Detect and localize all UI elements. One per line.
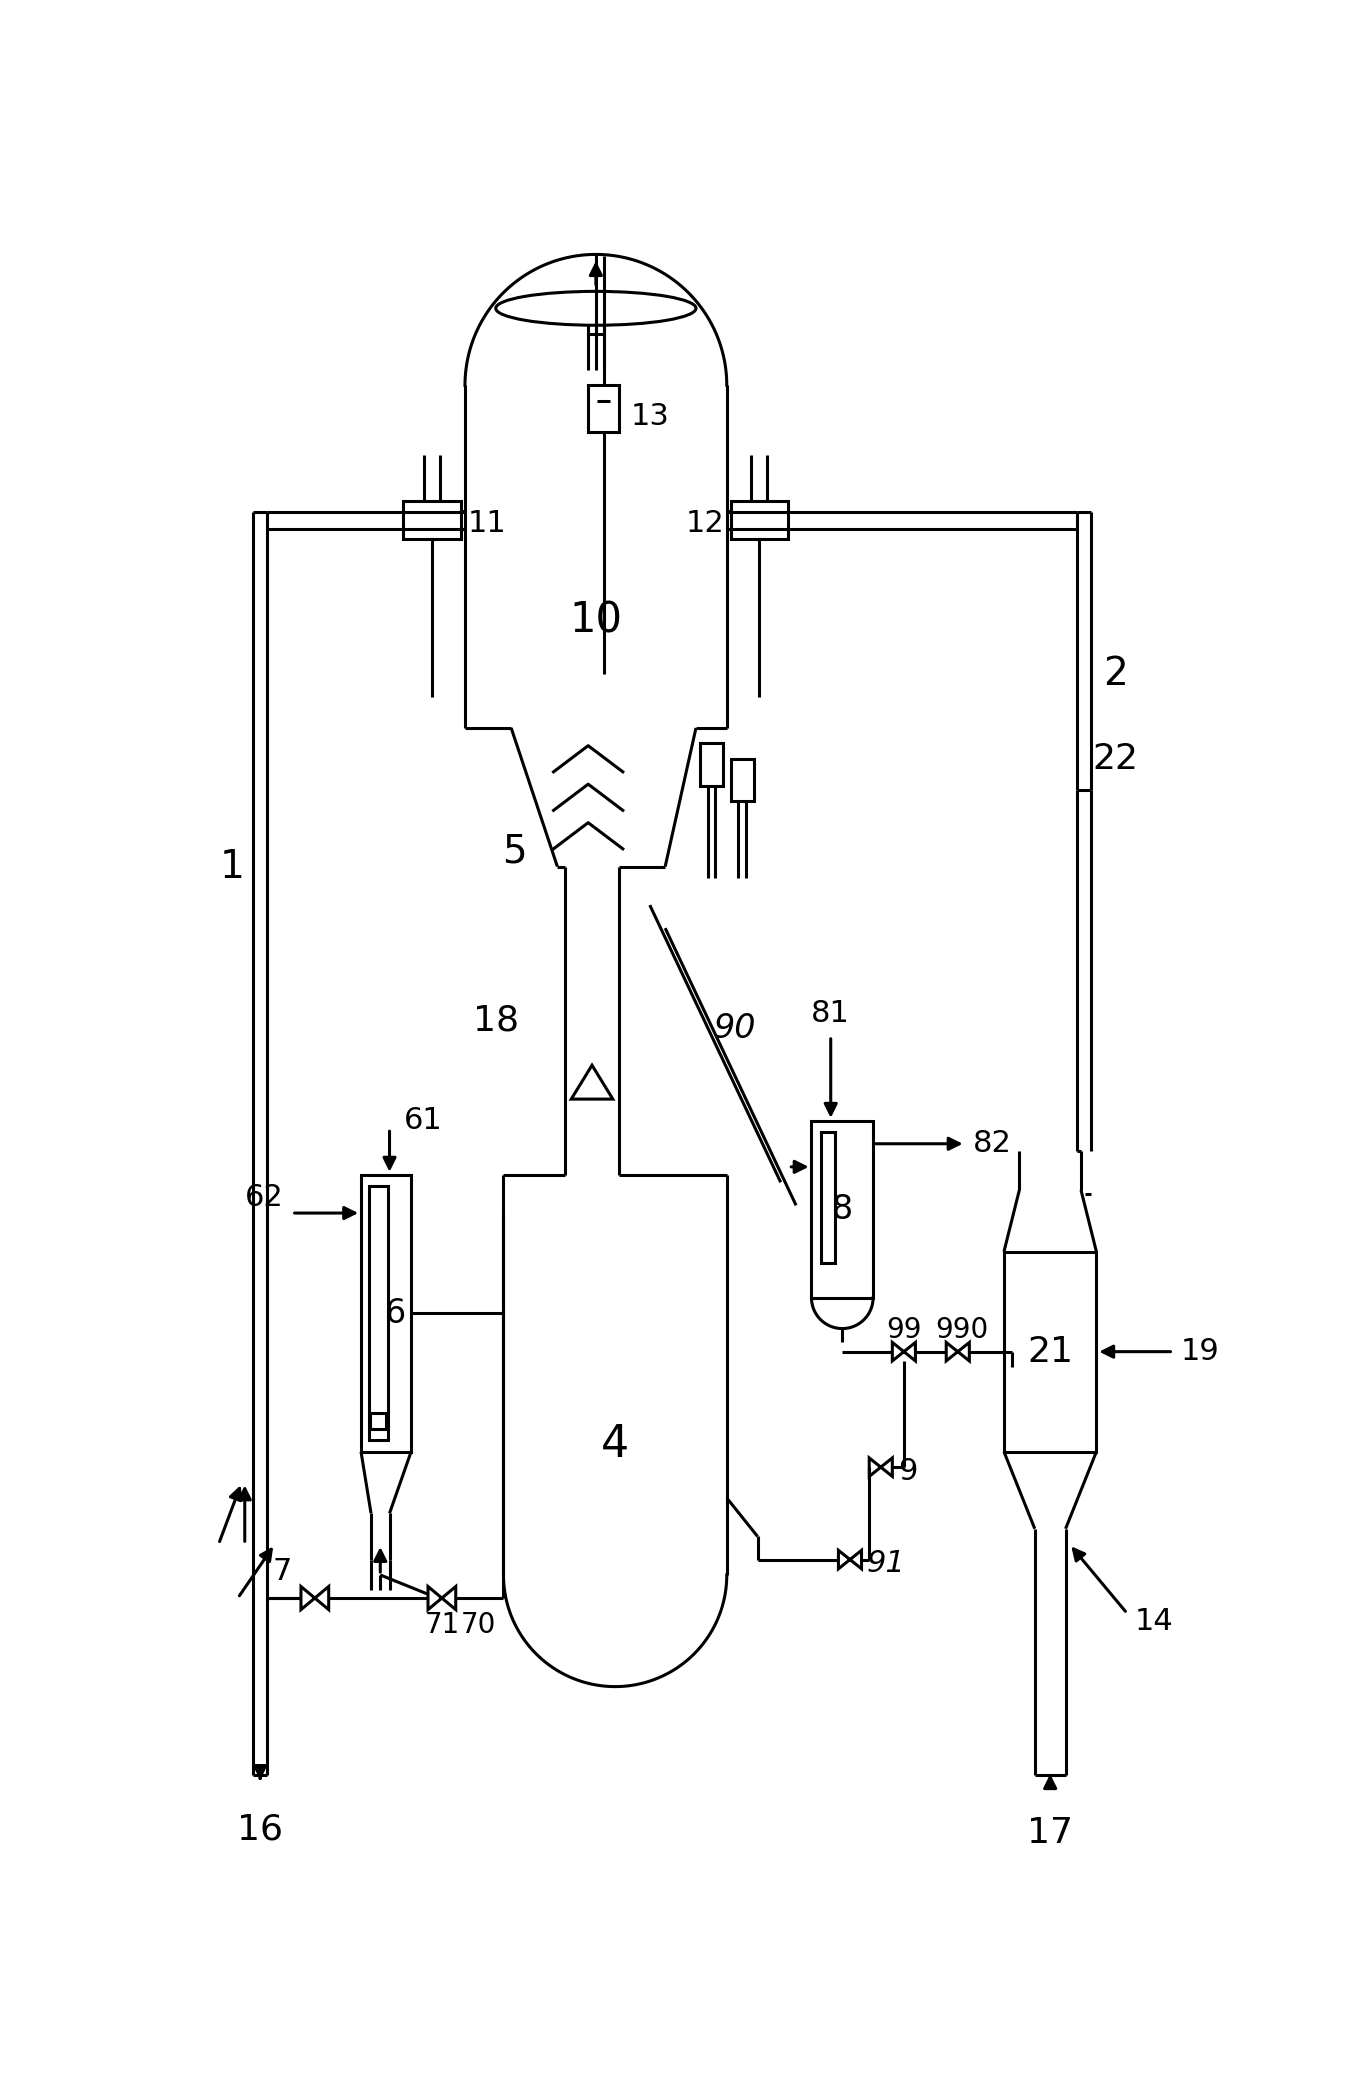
Text: 9: 9	[898, 1457, 917, 1485]
Text: 16: 16	[237, 1812, 283, 1846]
Text: 4: 4	[602, 1422, 629, 1466]
Polygon shape	[301, 1587, 329, 1610]
Bar	[730, 758, 753, 802]
Text: 18: 18	[473, 1004, 519, 1038]
Bar	[370, 1414, 387, 1428]
Bar	[700, 743, 723, 785]
Polygon shape	[869, 1457, 892, 1476]
Text: 5: 5	[502, 833, 526, 871]
Bar	[403, 501, 461, 539]
Text: 7: 7	[272, 1558, 292, 1585]
Polygon shape	[892, 1343, 915, 1361]
Text: 70: 70	[461, 1612, 496, 1639]
Text: 81: 81	[811, 1000, 850, 1027]
Text: 62: 62	[245, 1184, 284, 1213]
Text: 91: 91	[867, 1549, 906, 1579]
Text: 19: 19	[1182, 1336, 1220, 1366]
Text: 61: 61	[403, 1107, 442, 1136]
Bar	[369, 1186, 388, 1441]
Bar	[1005, 1251, 1096, 1451]
Text: 12: 12	[685, 509, 725, 539]
Text: 2: 2	[1103, 656, 1128, 693]
Text: 22: 22	[1092, 741, 1138, 777]
Text: 21: 21	[1028, 1334, 1073, 1368]
Text: 990: 990	[936, 1315, 988, 1345]
Polygon shape	[946, 1343, 969, 1361]
Bar	[811, 1121, 873, 1299]
Bar	[730, 501, 788, 539]
Text: 90: 90	[714, 1013, 756, 1044]
Text: 82: 82	[973, 1130, 1013, 1159]
Text: 6: 6	[385, 1297, 407, 1330]
Text: 13: 13	[630, 401, 669, 430]
Text: 11: 11	[468, 509, 506, 539]
Text: 17: 17	[1028, 1817, 1073, 1850]
Text: 10: 10	[569, 599, 622, 641]
Bar	[821, 1132, 834, 1263]
Text: 99: 99	[886, 1315, 922, 1345]
Ellipse shape	[496, 292, 696, 326]
Polygon shape	[429, 1587, 456, 1610]
Text: 14: 14	[1134, 1606, 1174, 1635]
Text: 8: 8	[831, 1192, 853, 1226]
Text: 1: 1	[219, 848, 245, 885]
Bar	[588, 386, 619, 432]
Bar	[361, 1176, 411, 1451]
Polygon shape	[838, 1549, 861, 1568]
Text: 71: 71	[425, 1612, 460, 1639]
